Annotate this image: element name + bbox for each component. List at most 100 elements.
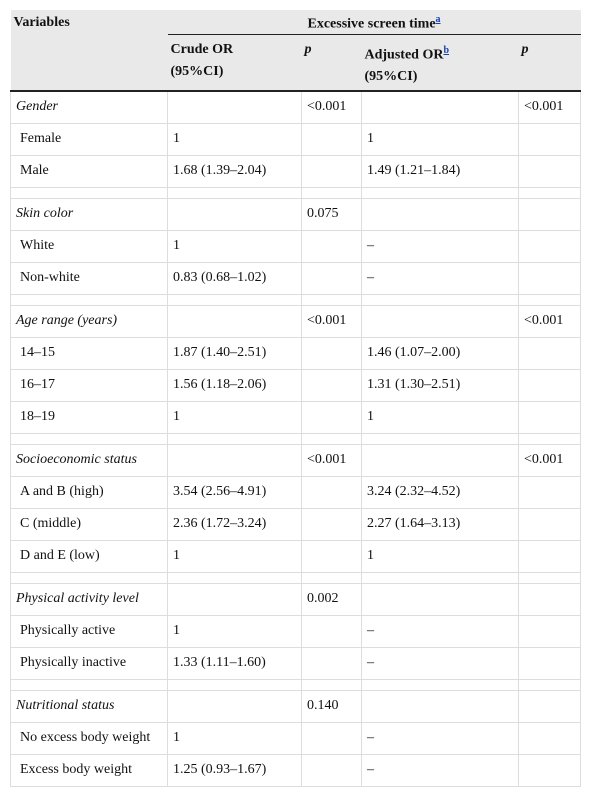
cell: White (10, 230, 168, 264)
p-header: p (301, 34, 362, 93)
cell: 18–19 (10, 401, 168, 435)
cell: 2.27 (1.64–3.13) (361, 508, 519, 542)
cell: Age range (years) (10, 305, 168, 339)
data-row: Physically active 1 – (10, 615, 582, 649)
header-text: (95%CI) (364, 69, 418, 85)
spacer-cell (301, 433, 362, 446)
spacer-cell (301, 679, 362, 692)
header-text: p (521, 41, 529, 57)
footnote-link[interactable]: b (443, 44, 450, 56)
spacer-cell (301, 294, 362, 307)
spacer-cell (167, 187, 302, 200)
cell: D and E (low) (10, 540, 168, 574)
cell (167, 583, 302, 617)
cell (517, 615, 582, 649)
cell: Gender (10, 90, 168, 125)
cell: – (361, 722, 519, 756)
cell: <0.001 (517, 90, 582, 125)
data-row: No excess body weight 1 – (10, 722, 582, 756)
cell: <0.001 (301, 444, 362, 478)
spacer-cell (301, 572, 362, 585)
cell (301, 123, 362, 157)
variables-header: Variables (10, 10, 168, 93)
data-row: A and B (high) 3.54 (2.56–4.91) 3.24 (2.32… (10, 476, 582, 510)
cell: 1.87 (1.40–2.51) (167, 337, 302, 371)
cell: 1.31 (1.30–2.51) (361, 369, 519, 403)
spacer-cell (517, 294, 582, 307)
spacer-cell (10, 187, 168, 200)
cell: 0.075 (301, 198, 362, 232)
adjusted-header: Adjusted ORb (95%CI) (361, 34, 519, 93)
cell (517, 337, 582, 371)
cell (517, 722, 582, 756)
cell (301, 508, 362, 542)
cell: 1.25 (0.93–1.67) (167, 754, 302, 787)
spacer-row (10, 572, 582, 585)
cell (361, 690, 519, 724)
cell (301, 647, 362, 681)
cell: <0.001 (301, 305, 362, 339)
cell: – (361, 754, 519, 787)
cell (361, 583, 519, 617)
cell (517, 647, 582, 681)
cell: 1 (167, 401, 302, 435)
cell: 1 (167, 230, 302, 264)
cell: 0.83 (0.68–1.02) (167, 262, 302, 296)
cell (301, 754, 362, 787)
cell: 1.46 (1.07–2.00) (361, 337, 519, 371)
cell (301, 337, 362, 371)
header-text: Excessive screen time (307, 16, 436, 32)
cell (517, 508, 582, 542)
crude-header: Crude OR (95%CI) (167, 34, 302, 93)
header-text: p (304, 41, 312, 57)
p-header: p (518, 34, 581, 93)
cell (517, 583, 582, 617)
cell: 1 (361, 123, 519, 157)
cell: 1 (361, 540, 519, 574)
cell: A and B (high) (10, 476, 168, 510)
cell (301, 155, 362, 189)
cell (361, 444, 519, 478)
cell (517, 401, 582, 435)
cell (517, 123, 582, 157)
cell: Non-white (10, 262, 168, 296)
spacer-cell (10, 294, 168, 307)
results-table: Variables Excessive screen timea Crude O… (10, 10, 582, 787)
cell (301, 262, 362, 296)
cell (361, 198, 519, 232)
cell: – (361, 647, 519, 681)
cell: Physically active (10, 615, 168, 649)
cell (301, 540, 362, 574)
spacer-cell (167, 572, 302, 585)
spacer-cell (517, 433, 582, 446)
data-row: Male 1.68 (1.39–2.04) 1.49 (1.21–1.84) (10, 155, 582, 189)
cell (301, 615, 362, 649)
cell: 1 (361, 401, 519, 435)
cell (301, 722, 362, 756)
cell: 0.140 (301, 690, 362, 724)
header-text: (95%CI) (170, 63, 224, 79)
data-row: White 1 – (10, 230, 582, 264)
cell (361, 305, 519, 339)
group-row: Nutritional status 0.140 (10, 690, 582, 724)
cell: <0.001 (517, 305, 582, 339)
cell (517, 369, 582, 403)
cell: <0.001 (517, 444, 582, 478)
group-row: Physical activity level 0.002 (10, 583, 582, 617)
cell (517, 690, 582, 724)
cell (517, 540, 582, 574)
cell: 1 (167, 722, 302, 756)
group-row: Age range (years) <0.001 <0.001 (10, 305, 582, 339)
cell (301, 401, 362, 435)
spacer-cell (10, 572, 168, 585)
data-row: Female 1 1 (10, 123, 582, 157)
cell (517, 476, 582, 510)
cell: Physical activity level (10, 583, 168, 617)
cell: 2.36 (1.72–3.24) (167, 508, 302, 542)
spacer-cell (10, 433, 168, 446)
spacer-cell (10, 679, 168, 692)
cell: 1 (167, 615, 302, 649)
footnote-link[interactable]: a (435, 14, 441, 25)
cell (361, 90, 519, 125)
